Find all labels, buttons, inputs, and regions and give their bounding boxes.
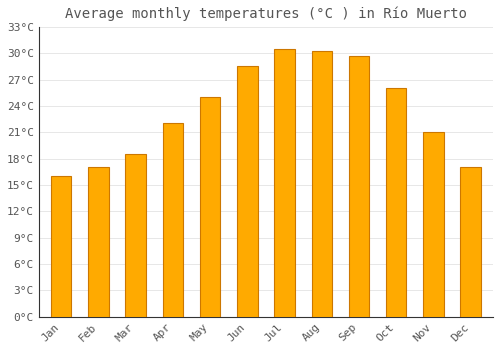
Bar <box>274 49 295 317</box>
Bar <box>349 56 370 317</box>
Bar <box>423 132 444 317</box>
Bar <box>200 97 220 317</box>
Title: Average monthly temperatures (°C ) in Río Muerto: Average monthly temperatures (°C ) in Rí… <box>65 7 467 21</box>
Bar <box>460 167 481 317</box>
Bar <box>88 167 108 317</box>
Bar <box>237 66 258 317</box>
Bar <box>386 88 406 317</box>
Bar <box>51 176 72 317</box>
Bar <box>162 124 183 317</box>
Bar <box>126 154 146 317</box>
Bar <box>312 50 332 317</box>
